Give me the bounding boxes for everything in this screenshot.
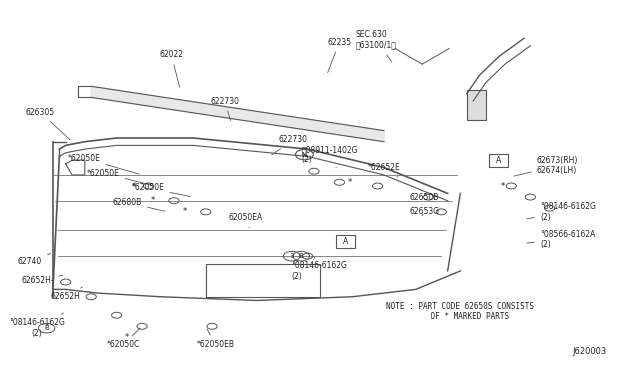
Text: 3: 3	[289, 253, 294, 259]
Text: 62650B: 62650B	[410, 193, 439, 205]
Text: *62050EB: *62050EB	[196, 329, 234, 349]
Text: N: N	[302, 152, 307, 158]
Text: ⓝ08911-1402G
(2): ⓝ08911-1402G (2)	[301, 145, 358, 167]
Text: 622730: 622730	[211, 97, 239, 121]
Polygon shape	[467, 90, 486, 119]
Text: 62652H-: 62652H-	[21, 275, 63, 285]
Text: SEC.630
っ63100/1つ: SEC.630 っ63100/1つ	[355, 31, 396, 62]
Text: J620003: J620003	[573, 347, 607, 356]
Text: *: *	[182, 207, 187, 217]
Text: 62235: 62235	[328, 38, 351, 73]
Polygon shape	[91, 86, 384, 142]
Text: °08146-6162G
(2): °08146-6162G (2)	[9, 313, 65, 338]
Text: °08566-6162A
(2): °08566-6162A (2)	[527, 230, 595, 249]
Text: *62050E: *62050E	[87, 169, 152, 185]
Text: *: *	[125, 333, 129, 342]
Text: NOTE : PART CODE 62650S CONSISTS
    OF * MARKED PARTS: NOTE : PART CODE 62650S CONSISTS OF * MA…	[387, 302, 534, 321]
Text: *62050C: *62050C	[106, 328, 140, 349]
Text: *: *	[348, 178, 352, 187]
Text: 62653G: 62653G	[410, 207, 440, 217]
Text: *62652E: *62652E	[368, 163, 401, 177]
Text: B: B	[44, 325, 49, 331]
Text: *62050E: *62050E	[68, 154, 140, 174]
Text: *: *	[500, 182, 505, 190]
Text: 62673(RH)
62674(LH): 62673(RH) 62674(LH)	[514, 156, 578, 176]
Text: *: *	[131, 182, 136, 190]
Text: 62050EA: 62050EA	[228, 213, 262, 228]
Text: °08146-6162G
(2): °08146-6162G (2)	[292, 256, 348, 280]
Text: 62652H: 62652H	[51, 287, 83, 301]
Text: A: A	[343, 237, 348, 246]
Text: 622730: 622730	[272, 135, 308, 155]
Text: 62680B: 62680B	[113, 198, 165, 211]
Text: B: B	[299, 253, 303, 259]
Text: °08146-6162G
(2): °08146-6162G (2)	[527, 202, 596, 222]
Text: *62050E: *62050E	[131, 183, 190, 196]
Text: 62022: 62022	[159, 51, 184, 87]
Text: 62740: 62740	[18, 253, 51, 266]
Text: *: *	[150, 196, 155, 205]
Text: 626305: 626305	[26, 108, 70, 140]
Text: A: A	[496, 155, 501, 165]
